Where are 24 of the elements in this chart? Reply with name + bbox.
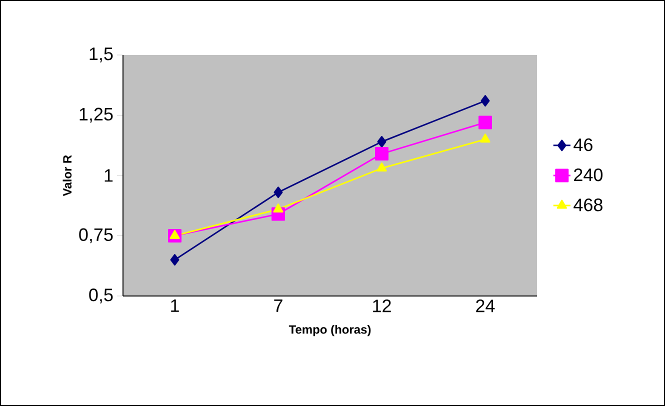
point	[375, 147, 388, 161]
y-tick-label: 1	[104, 169, 113, 182]
point	[273, 203, 284, 212]
legend-label: 46	[574, 138, 592, 152]
point	[274, 186, 283, 198]
y-tick-label: 1,5	[90, 48, 113, 62]
legend-label: 468	[574, 198, 602, 212]
x-tick-label: 24	[476, 300, 495, 312]
point	[480, 134, 490, 143]
y-tick-label: 1,25	[80, 108, 113, 123]
point	[480, 95, 490, 107]
x-tick-label: 1	[171, 300, 179, 312]
y-tick-label: 0,5	[89, 288, 113, 304]
point	[478, 116, 492, 130]
point	[170, 230, 180, 239]
x-tick-label: 7	[274, 300, 282, 312]
y-tick-label: 0,75	[79, 228, 113, 244]
point	[377, 136, 386, 148]
y-axis-title: Valor R	[62, 155, 72, 196]
x-tick-label: 12	[373, 300, 391, 312]
point	[170, 254, 180, 266]
point	[376, 162, 387, 172]
x-axis-title: Tempo (horas)	[288, 324, 371, 336]
legend-label: 240	[574, 168, 603, 182]
